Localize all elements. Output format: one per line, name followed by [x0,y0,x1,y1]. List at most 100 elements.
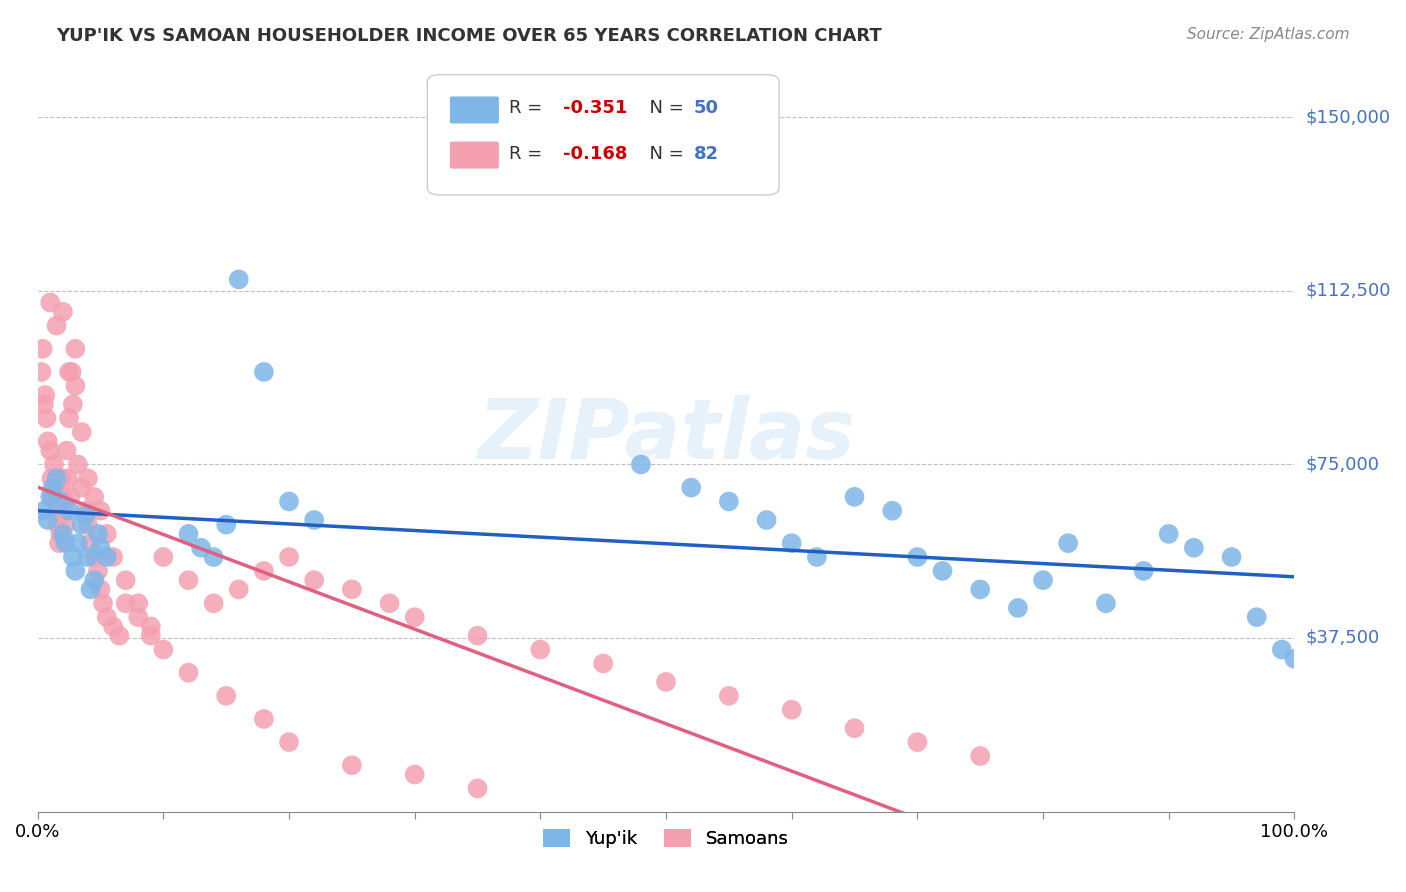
Point [65,342,87,356]
Point [1032,573,1054,587]
Point [49,527,72,541]
Point [56,471,79,485]
Point [89,541,111,555]
Point [77,471,100,485]
Point [108,629,131,643]
Point [1284,652,1306,666]
Text: Source: ZipAtlas.com: Source: ZipAtlas.com [1187,27,1350,42]
Point [75,508,97,523]
Point [96,610,118,624]
Point [202,596,225,610]
Point [70,517,93,532]
Point [529,642,551,657]
Point [53,536,76,550]
Point [467,781,489,796]
Point [215,517,238,532]
Point [60,365,83,379]
Point [49,494,72,508]
Point [66,536,89,550]
Point [844,490,866,504]
Text: N =: N = [638,100,690,118]
Point [780,536,803,550]
Point [53,517,76,532]
Point [302,573,325,587]
Point [215,689,238,703]
Point [42,458,65,472]
Point [37,434,59,449]
Point [46,517,69,532]
Point [96,527,118,541]
Point [378,596,401,610]
Point [177,527,200,541]
Point [969,749,991,764]
Point [177,665,200,680]
Point [45,318,67,333]
Point [83,573,105,587]
Point [253,564,276,578]
Text: $150,000: $150,000 [1306,109,1391,127]
Point [202,549,225,564]
Point [717,494,740,508]
Point [592,657,614,671]
Point [780,703,803,717]
Point [1220,549,1243,564]
Point [53,504,76,518]
Point [101,549,124,564]
Point [65,379,87,393]
Point [42,481,65,495]
Point [152,642,174,657]
Point [127,610,149,624]
Point [101,619,124,633]
Point [45,471,67,485]
Point [89,582,111,597]
Point [1095,596,1118,610]
FancyBboxPatch shape [450,142,499,169]
Point [70,425,93,439]
Point [75,504,97,518]
Point [35,411,58,425]
Point [278,494,301,508]
Point [340,758,363,772]
Text: 50: 50 [693,100,718,118]
Point [278,735,301,749]
Text: R =: R = [509,145,548,162]
Point [96,549,118,564]
Point [1132,564,1154,578]
Point [52,527,75,541]
Point [127,596,149,610]
Text: YUP'IK VS SAMOAN HOUSEHOLDER INCOME OVER 65 YEARS CORRELATION CHART: YUP'IK VS SAMOAN HOUSEHOLDER INCOME OVER… [56,27,882,45]
Point [39,490,62,504]
Text: $75,000: $75,000 [1306,456,1379,474]
Point [844,721,866,735]
Point [77,549,100,564]
Point [51,471,73,485]
Point [1182,541,1205,555]
Legend: Yup'ik, Samoans: Yup'ik, Samoans [536,822,796,855]
Point [278,549,301,564]
Point [404,767,426,781]
Text: -0.351: -0.351 [562,100,627,118]
Point [467,629,489,643]
Point [177,573,200,587]
Point [52,490,75,504]
Point [58,504,80,518]
Point [79,536,101,550]
Point [39,443,62,458]
Point [404,610,426,624]
Text: $37,500: $37,500 [1306,629,1379,647]
Point [37,513,59,527]
Point [806,549,828,564]
Point [62,549,84,564]
Point [91,596,114,610]
Point [139,619,162,633]
Point [42,490,65,504]
Point [905,549,928,564]
Point [114,573,136,587]
Point [717,689,740,703]
Text: $112,500: $112,500 [1306,282,1391,300]
Point [83,549,105,564]
Point [89,504,111,518]
Point [905,735,928,749]
Point [190,541,212,555]
Point [58,411,80,425]
